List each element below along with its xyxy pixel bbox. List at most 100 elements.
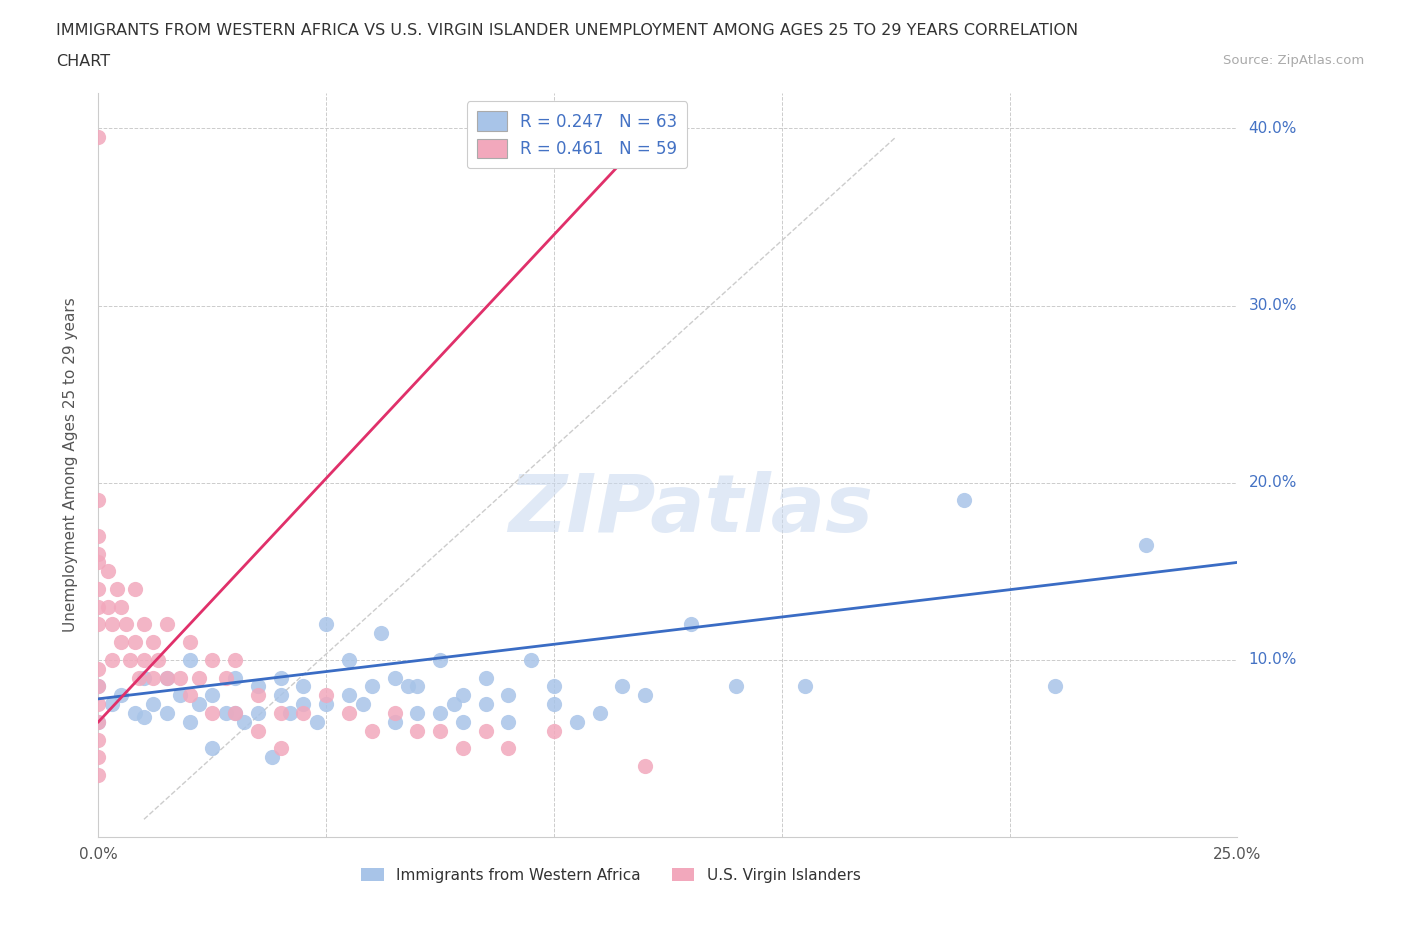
- Point: [101, 653, 124, 668]
- Point: [315, 688, 337, 703]
- Point: [224, 671, 246, 685]
- Point: [260, 750, 283, 764]
- Point: [156, 706, 179, 721]
- Point: [451, 741, 474, 756]
- Point: [169, 688, 191, 703]
- Point: [87, 130, 110, 145]
- Point: [429, 706, 451, 721]
- Point: [87, 679, 110, 694]
- Point: [96, 564, 118, 578]
- Point: [124, 706, 146, 721]
- Point: [179, 634, 201, 649]
- Point: [270, 741, 292, 756]
- Point: [179, 653, 201, 668]
- Point: [443, 697, 465, 711]
- Point: [498, 688, 520, 703]
- Point: [187, 697, 209, 711]
- Point: [406, 679, 429, 694]
- Point: [224, 706, 246, 721]
- Point: [520, 653, 543, 668]
- Point: [169, 671, 191, 685]
- Point: [474, 671, 496, 685]
- Point: [124, 581, 146, 596]
- Point: [179, 688, 201, 703]
- Point: [132, 709, 155, 724]
- Point: [278, 706, 301, 721]
- Point: [725, 679, 748, 694]
- Point: [337, 706, 360, 721]
- Point: [87, 661, 110, 676]
- Point: [201, 688, 224, 703]
- Point: [270, 671, 292, 685]
- Point: [101, 617, 124, 631]
- Point: [110, 688, 132, 703]
- Point: [246, 724, 269, 738]
- Point: [246, 679, 269, 694]
- Point: [396, 679, 419, 694]
- Text: 10.0%: 10.0%: [1249, 652, 1296, 668]
- Point: [132, 653, 155, 668]
- Point: [246, 688, 269, 703]
- Point: [156, 617, 179, 631]
- Point: [246, 706, 269, 721]
- Point: [451, 714, 474, 729]
- Point: [87, 493, 110, 508]
- Point: [337, 653, 360, 668]
- Point: [156, 671, 179, 685]
- Point: [201, 706, 224, 721]
- Point: [87, 714, 110, 729]
- Point: [406, 724, 429, 738]
- Point: [87, 679, 110, 694]
- Point: [110, 599, 132, 614]
- Point: [128, 671, 150, 685]
- Point: [87, 599, 110, 614]
- Point: [1043, 679, 1066, 694]
- Point: [156, 671, 179, 685]
- Text: CHART: CHART: [56, 54, 110, 69]
- Point: [114, 617, 136, 631]
- Text: 40.0%: 40.0%: [1249, 121, 1296, 136]
- Point: [87, 617, 110, 631]
- Point: [451, 688, 474, 703]
- Point: [142, 671, 165, 685]
- Point: [132, 671, 155, 685]
- Point: [270, 706, 292, 721]
- Text: Source: ZipAtlas.com: Source: ZipAtlas.com: [1223, 54, 1364, 67]
- Point: [307, 714, 329, 729]
- Point: [612, 679, 634, 694]
- Point: [87, 732, 110, 747]
- Point: [634, 759, 657, 774]
- Point: [543, 724, 565, 738]
- Point: [101, 697, 124, 711]
- Point: [337, 688, 360, 703]
- Point: [1135, 538, 1157, 552]
- Point: [233, 714, 256, 729]
- Point: [146, 653, 169, 668]
- Point: [105, 581, 128, 596]
- Point: [201, 653, 224, 668]
- Text: 20.0%: 20.0%: [1249, 475, 1296, 490]
- Point: [292, 706, 315, 721]
- Point: [429, 653, 451, 668]
- Point: [315, 617, 337, 631]
- Point: [429, 724, 451, 738]
- Point: [142, 634, 165, 649]
- Point: [474, 724, 496, 738]
- Point: [87, 581, 110, 596]
- Point: [406, 706, 429, 721]
- Point: [224, 653, 246, 668]
- Point: [87, 555, 110, 570]
- Point: [124, 634, 146, 649]
- Point: [87, 750, 110, 764]
- Point: [588, 706, 610, 721]
- Point: [187, 671, 209, 685]
- Point: [352, 697, 374, 711]
- Point: [292, 679, 315, 694]
- Point: [270, 688, 292, 703]
- Point: [679, 617, 702, 631]
- Point: [132, 617, 155, 631]
- Point: [179, 714, 201, 729]
- Text: 30.0%: 30.0%: [1249, 299, 1296, 313]
- Point: [142, 697, 165, 711]
- Point: [292, 697, 315, 711]
